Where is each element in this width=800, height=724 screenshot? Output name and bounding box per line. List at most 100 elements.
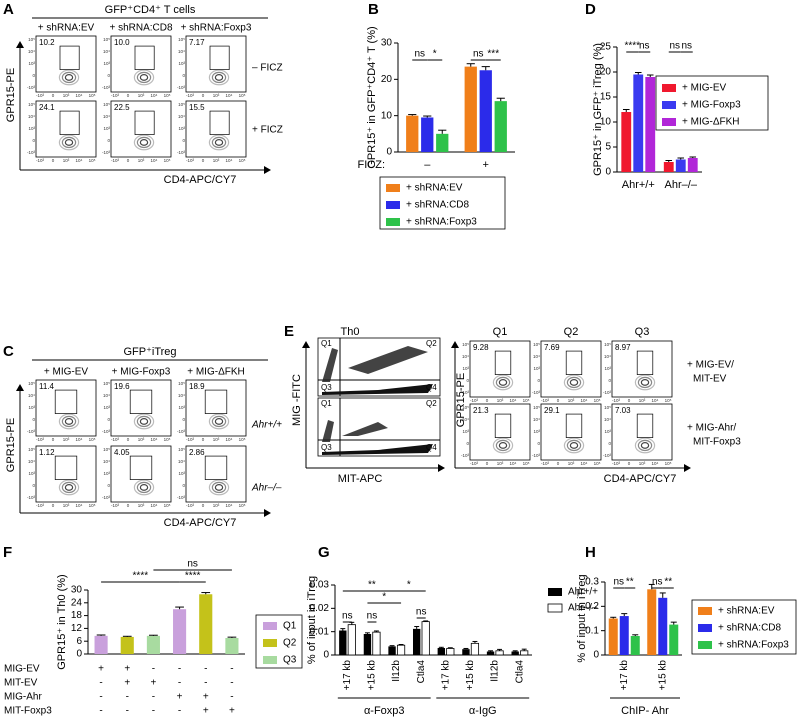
bar [633,74,644,172]
column-label: + MIG-ΔFKH [187,367,245,378]
flow-percentage: 10.0 [114,38,130,47]
flow-contour [139,74,149,81]
group-label: α-IgG [469,705,497,717]
flow-contour [214,74,224,81]
panel-letter: G [318,544,330,561]
legend-label: + shRNA:Foxp3 [718,640,789,651]
flow-plot-frame [540,403,602,461]
flow-x-tick-label: -10³ [612,398,621,403]
significance-label: * [407,580,411,591]
flow-x-tick-label: 0 [52,437,55,442]
flow-x-tick-label: -10³ [186,93,195,98]
flow-y-tick-label: 0 [182,417,185,422]
flow-contour [211,481,227,494]
bar [199,594,213,654]
x-tick-label: +17 kb [342,660,353,691]
flow-x-tick-label: 0 [52,158,55,163]
flow-y-tick-label: 10³ [103,126,110,131]
flow-y-tick-label: 10⁵ [178,37,185,42]
flow-contour [214,418,224,425]
flow-x-tick-label: 10⁵ [89,158,96,163]
flow-y-tick-label: 10⁴ [533,354,540,359]
flow-x-tick-label: 0 [52,93,55,98]
legend-frame [255,614,303,669]
flow-plot-frame [35,100,97,158]
flow-x-tick-label: 0 [127,437,130,442]
flow-contour [214,484,224,491]
condition-sign: + [124,678,130,689]
significance-label: ns [639,41,650,52]
quadrant-events [322,444,433,455]
y-tick-label: 24 [71,597,83,608]
condition-sign: - [152,706,155,717]
flow-contour [208,413,230,430]
flow-gate [209,45,230,70]
flow-y-tick-label: 10³ [103,405,110,410]
legend-label: Ahr–/– [568,603,598,614]
flow-plot-frame [110,35,172,93]
flow-y-tick-label: 10⁵ [533,405,540,410]
x-axis-label: MIT-APC [338,473,383,485]
flow-x-tick-label: -10³ [470,398,479,403]
y-axis-label: GPR15-PE [455,373,467,427]
flow-y-tick-label: 10⁴ [604,417,611,422]
flow-plot-frame [185,445,247,503]
y-tick-label: 30 [381,38,393,49]
bar [645,77,656,172]
flow-contour [498,379,508,386]
condition-sign: - [152,692,155,703]
flow-x-tick-label: 0 [202,437,205,442]
bar [464,66,477,152]
flow-contour [139,484,149,491]
legend-swatch [698,641,712,649]
y-tick-label: 20 [600,67,612,78]
quadrant-label: Q4 [426,443,437,452]
flow-x-tick-label: -10³ [36,93,45,98]
bar [520,650,529,656]
condition-sign: - [178,706,181,717]
flow-contour [58,69,80,86]
flow-y-tick-label: 10³ [462,429,469,434]
column-label: Q1 [493,326,508,338]
flow-y-tick-label: 10⁵ [462,405,469,410]
flow-y-tick-label: -10³ [102,495,111,500]
flow-x-tick-label: 10³ [497,398,504,403]
flow-contour [208,479,230,496]
bar [675,159,686,172]
flow-plot-frame [110,100,172,158]
flow-y-tick-label: 10⁴ [533,417,540,422]
flow-percentage: 21.3 [473,406,489,415]
flow-y-tick-label: 0 [107,483,110,488]
flow-contour [211,71,227,84]
flow-x-tick-label: 10⁴ [76,93,83,98]
flow-gate [129,455,153,480]
flow-y-tick-label: 10⁵ [28,102,35,107]
flow-plot-frame [540,340,602,398]
flow-percentage: 7.17 [189,38,205,47]
flow-y-tick-label: 10⁵ [604,405,611,410]
flow-x-tick-label: 10³ [568,461,575,466]
condition-sign: + [203,706,209,717]
flow-x-tick-label: 10⁴ [76,503,83,508]
flow-x-tick-label: 10⁵ [89,503,96,508]
flow-x-tick-label: -10³ [111,437,120,442]
bar [511,651,519,655]
flow-y-tick-label: 10³ [533,429,540,434]
condition-sign: - [230,664,233,675]
flow-y-tick-label: 10⁴ [178,459,185,464]
flow-x-tick-label: 10⁵ [89,437,96,442]
flow-x-tick-label: 10³ [63,93,70,98]
x-tick-label: – [424,159,431,171]
flow-y-tick-label: 10⁵ [103,381,110,386]
flow-contour [64,74,74,81]
flow-contour [133,134,155,151]
bar [388,646,396,655]
bar [436,133,449,152]
x-axis-label: CD4-APC/CY7 [164,174,237,186]
flow-x-tick-label: 10⁴ [151,503,158,508]
condition-sign: - [230,678,233,689]
condition-sign: + [177,692,183,703]
flow-gate [134,110,155,135]
panel-letter: D [585,1,596,18]
